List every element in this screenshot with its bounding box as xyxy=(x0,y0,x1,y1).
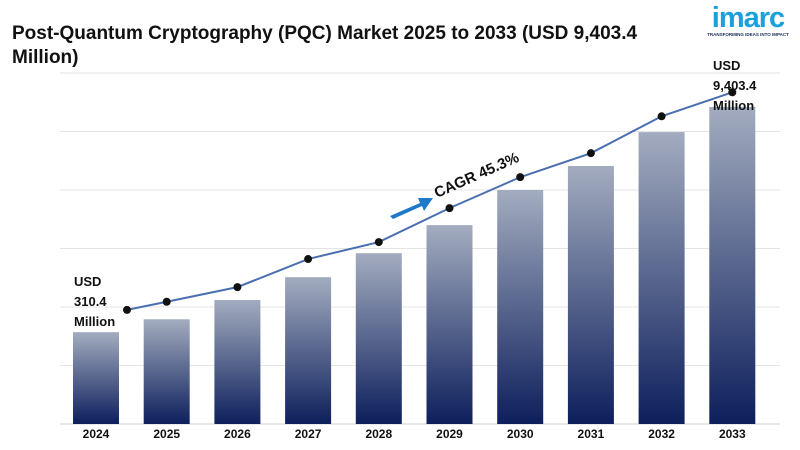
logo-tagline: TRANSFORMING IDEAS INTO IMPACT xyxy=(707,32,789,37)
trend-point-2026 xyxy=(233,283,242,292)
chart-title: Post-Quantum Cryptography (PQC) Market 2… xyxy=(12,23,638,68)
logo-word: imarc xyxy=(711,2,785,34)
cagr-arrow-icon xyxy=(390,198,433,219)
trend-point-2024 xyxy=(123,305,131,314)
x-tick-label: 2026 xyxy=(224,427,251,441)
x-tick-label: 2031 xyxy=(578,427,605,441)
end-value: 9,403.4 xyxy=(713,78,757,93)
imarc-logo: imarc TRANSFORMING IDEAS INTO IMPACT xyxy=(703,2,793,38)
end-value-label: USD 9,403.4 Million xyxy=(713,56,756,116)
trend-line xyxy=(126,91,733,311)
start-currency: USD xyxy=(74,274,102,289)
trend-point-2025 xyxy=(162,297,171,306)
bar-2031 xyxy=(567,166,614,424)
trend-point-2033 xyxy=(728,88,737,97)
trend-point-2027 xyxy=(304,255,313,264)
x-tick-label: 2028 xyxy=(365,427,392,441)
bar-2030 xyxy=(497,190,544,424)
x-tick-label: 2033 xyxy=(719,427,746,441)
bar-2029 xyxy=(426,225,473,424)
x-tick-label: 2025 xyxy=(153,427,180,441)
trend-point-2031 xyxy=(586,149,595,158)
x-tick-label: 2029 xyxy=(436,427,463,441)
end-unit: Million xyxy=(713,98,755,113)
end-currency: USD xyxy=(713,58,741,73)
start-value: 310.4 xyxy=(74,294,107,309)
trend-point-2029 xyxy=(445,204,454,213)
bar-2033 xyxy=(709,106,756,425)
x-tick-label: 2024 xyxy=(83,427,110,441)
x-tick-label: 2027 xyxy=(295,427,322,441)
start-unit: Million xyxy=(74,314,116,329)
trend-point-2030 xyxy=(516,173,525,182)
bar-2028 xyxy=(355,253,402,424)
trend-point-2032 xyxy=(657,112,666,121)
bar-2027 xyxy=(285,277,332,424)
bar-2024 xyxy=(73,332,119,424)
start-value-label: USD 310.4 Million xyxy=(74,272,115,332)
bar-2032 xyxy=(638,132,685,424)
bar-2025 xyxy=(143,319,190,424)
trend-point-2028 xyxy=(374,238,383,247)
x-tick-label: 2032 xyxy=(648,427,675,441)
x-tick-label: 2030 xyxy=(507,427,534,441)
bar-2026 xyxy=(214,299,261,424)
